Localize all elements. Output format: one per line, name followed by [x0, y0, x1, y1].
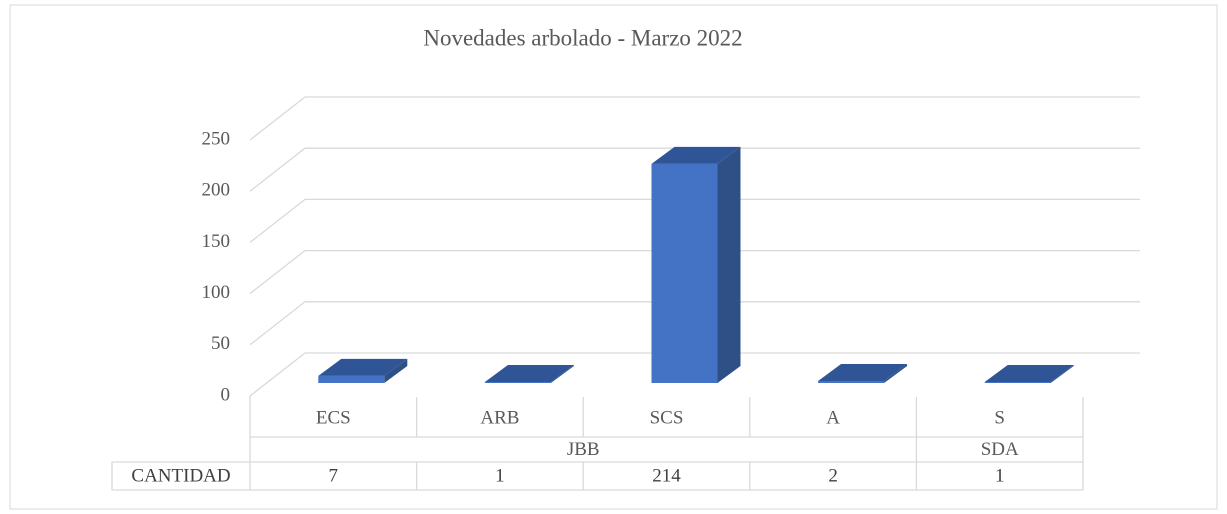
y-tick-label: 0 — [221, 384, 231, 405]
data-table-value: 7 — [329, 465, 339, 486]
x-tick-label: S — [994, 407, 1005, 428]
grid-line — [249, 96, 1140, 141]
data-table-value: 1 — [495, 465, 505, 486]
bar — [484, 381, 551, 383]
x-tick-label: ECS — [316, 407, 351, 428]
series-label: CANTIDAD — [131, 465, 230, 486]
bar-top — [818, 363, 908, 381]
chart-title: Novedades arbolado - Marzo 2022 — [423, 25, 742, 50]
grid-line — [249, 147, 1140, 192]
bar — [984, 381, 1051, 383]
y-tick-label: 250 — [202, 128, 231, 149]
x-tick-label: ARB — [480, 407, 519, 428]
bar-top — [984, 364, 1074, 382]
chart-border — [9, 4, 1218, 510]
x-tick-label: SCS — [650, 407, 684, 428]
bar-top — [484, 364, 574, 382]
bar-side — [717, 146, 741, 383]
group-label: SDA — [981, 439, 1019, 460]
grid-line — [249, 198, 1140, 243]
data-table-value: 2 — [828, 465, 838, 486]
y-tick-label: 150 — [202, 231, 231, 252]
data-table-value: 1 — [995, 465, 1005, 486]
x-tick-label: A — [826, 407, 840, 428]
grid-line — [249, 249, 1140, 295]
group-label: JBB — [567, 439, 600, 460]
bar-side — [884, 363, 908, 383]
y-tick-label: 200 — [202, 180, 231, 201]
grid-line — [249, 301, 1140, 346]
bar — [651, 163, 718, 383]
bar-top — [651, 146, 741, 164]
grid-line — [249, 352, 1140, 397]
bar-side — [384, 358, 408, 383]
bar — [318, 375, 385, 383]
data-table-value: 214 — [652, 465, 681, 486]
y-tick-label: 100 — [202, 282, 231, 303]
bar — [818, 380, 885, 383]
bar-top — [318, 358, 408, 376]
bar-side — [550, 364, 574, 383]
y-tick-label: 50 — [211, 333, 230, 354]
bar-side — [1050, 364, 1074, 383]
